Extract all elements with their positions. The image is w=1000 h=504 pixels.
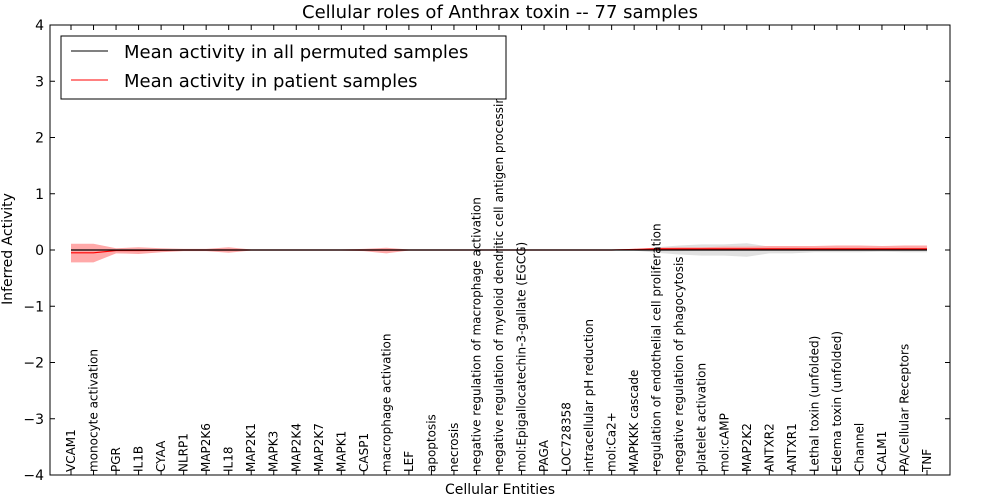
x-tick-label: MAP2K7 (312, 423, 326, 472)
x-axis (70, 25, 928, 475)
x-tick-label: mol:Ca2+ (605, 412, 619, 472)
x-tick-label: IL1B (132, 446, 146, 472)
y-tick-label: −3 (23, 412, 44, 428)
y-tick-label: −1 (23, 299, 44, 315)
x-tick-label: MAP2K6 (199, 423, 213, 472)
x-tick-label: TNF (920, 449, 934, 473)
x-tick-label: apoptosis (424, 414, 438, 472)
y-tick-label: 2 (35, 131, 44, 147)
x-tick-label: negative regulation of phagocytosis (672, 256, 686, 472)
x-tick-label: Lethal toxin (unfolded) (807, 336, 821, 472)
x-tick-label: platelet activation (695, 363, 709, 472)
x-tick-label: MAPK3 (267, 431, 281, 472)
x-tick-label: LEF (402, 451, 416, 472)
x-axis-label: Cellular Entities (445, 482, 555, 498)
y-axis: −4 −3 −2 −1 0 1 2 3 4 (23, 18, 950, 484)
x-tick-label: MAPK1 (334, 431, 348, 472)
x-tick-label: CASP1 (357, 433, 371, 472)
x-tick-label: IL18 (222, 447, 236, 473)
x-tick-label: ANTXR2 (762, 423, 776, 472)
y-tick-label: 1 (35, 187, 44, 203)
y-tick-label: 0 (35, 243, 44, 259)
x-tick-label: MAP2K2 (740, 423, 754, 472)
y-tick-label: −4 (23, 468, 44, 484)
legend-label-patient: Mean activity in patient samples (124, 71, 418, 92)
x-tick-label: macrophage activation (379, 334, 393, 472)
x-tick-label: necrosis (447, 423, 461, 472)
x-tick-label: MAP2K1 (244, 423, 258, 472)
x-tick-label: intracellular pH reduction (582, 319, 596, 472)
x-tick-label: negative regulation of myeloid dendritic… (492, 62, 506, 472)
x-tick-label: PA/Cellular Receptors (898, 344, 912, 472)
x-tick-label: mol:cAMP (717, 413, 731, 472)
y-tick-label: −2 (23, 356, 44, 372)
legend-box (60, 35, 507, 100)
y-tick-label: 3 (35, 74, 44, 90)
x-tick-label: Channel (852, 423, 866, 472)
series-lines (71, 248, 927, 254)
x-tick-label: Edema toxin (unfolded) (830, 331, 844, 472)
x-tick-label: CALM1 (875, 431, 889, 472)
x-tick-label: VCAM1 (64, 429, 78, 472)
x-tick-label: ANTXR1 (785, 423, 799, 472)
x-tick-label: PGR (109, 447, 123, 472)
y-tick-label: 4 (35, 18, 44, 34)
x-tick-label: monocyte activation (87, 349, 101, 472)
x-tick-label: MAPKKK cascade (627, 370, 641, 472)
x-tick-labels: VCAM1 monocyte activation PGR IL1B CYAA NLRP1… (64, 62, 934, 473)
legend: Mean activity in all permuted samples Me… (60, 35, 507, 100)
y-axis-label: Inferred Activity (0, 193, 16, 305)
legend-label-permuted: Mean activity in all permuted samples (124, 42, 468, 63)
chart-title: Cellular roles of Anthrax toxin -- 77 sa… (302, 2, 698, 23)
x-tick-label: MAP2K4 (289, 423, 303, 472)
x-tick-label: LOC728358 (560, 402, 574, 472)
x-tick-label: regulation of endothelial cell prolifera… (650, 223, 664, 472)
x-tick-label: mol:Epigallocatechin-3-gallate (EGCG) (515, 242, 529, 472)
x-tick-label: negative regulation of macrophage activa… (470, 197, 484, 472)
x-tick-label: PAGA (537, 439, 551, 472)
x-tick-label: NLRP1 (177, 433, 191, 472)
x-tick-label: CYAA (154, 440, 168, 472)
